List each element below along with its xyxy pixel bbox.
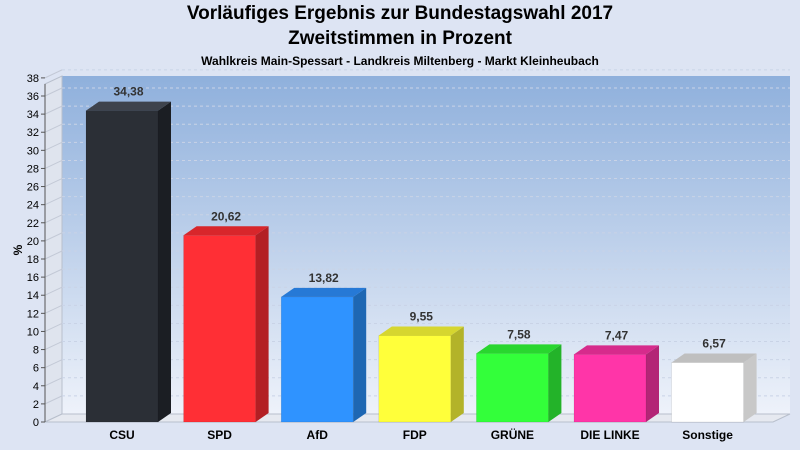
- bar-top: [86, 101, 171, 111]
- chart-location: Wahlkreis Main-Spessart - Landkreis Milt…: [201, 54, 599, 68]
- bar: [671, 353, 757, 423]
- data-label: 9,55: [410, 310, 434, 324]
- y-tick-label: 26: [27, 182, 39, 194]
- bar-top: [378, 326, 464, 336]
- y-tick-label: 32: [27, 127, 39, 139]
- y-tick-label: 2: [33, 399, 39, 411]
- y-axis-label: %: [11, 244, 25, 255]
- bar-top: [476, 344, 562, 354]
- bar-front: [183, 235, 256, 423]
- bar-side: [743, 353, 757, 422]
- y-tick-label: 4: [33, 381, 39, 393]
- bar: [280, 287, 367, 423]
- gridline-wall: [44, 341, 63, 351]
- bar-side: [353, 287, 367, 422]
- bar-side: [158, 101, 171, 423]
- y-tick-label: 6: [33, 363, 39, 375]
- chart-title: Vorläufiges Ergebnis zur Bundestagswahl …: [186, 3, 614, 24]
- gridline-wall: [44, 159, 63, 169]
- data-label: 7,58: [507, 327, 531, 341]
- y-tick-label: 16: [27, 272, 39, 284]
- gridline-wall: [44, 359, 63, 369]
- y-tick-label: 10: [27, 326, 39, 338]
- x-tick-label: DIE LINKE: [580, 428, 639, 442]
- bar: [85, 101, 171, 423]
- bar: [573, 345, 659, 423]
- y-tick-label: 18: [27, 254, 39, 266]
- y-tick-label: 8: [33, 345, 39, 357]
- bar-side: [548, 344, 562, 422]
- bar-side: [646, 345, 659, 422]
- bar-front: [378, 335, 452, 423]
- y-tick-label: 22: [27, 218, 39, 230]
- y-tick-label: 14: [27, 290, 39, 302]
- gridline-wall: [44, 141, 63, 151]
- bar-front: [671, 362, 744, 423]
- y-tick-label: 12: [27, 308, 39, 320]
- y-tick-label: 24: [27, 200, 39, 212]
- y-tick-label: 34: [27, 109, 39, 121]
- bar-top: [574, 345, 659, 355]
- x-tick-label: CSU: [109, 428, 134, 442]
- bar-front: [280, 296, 354, 423]
- bar: [378, 326, 464, 423]
- data-label: 34,38: [113, 85, 143, 99]
- y-tick-label: 30: [27, 145, 39, 157]
- chart-subtitle: Zweitstimmen in Prozent: [288, 28, 512, 49]
- gridline-wall: [44, 178, 63, 188]
- data-label: 13,82: [309, 271, 339, 285]
- gridline-wall: [44, 87, 63, 97]
- bar-top: [281, 287, 367, 297]
- y-tick-label: 38: [27, 73, 39, 85]
- data-label: 7,47: [605, 328, 629, 342]
- bar-side: [255, 226, 269, 422]
- data-label: 6,57: [702, 337, 726, 351]
- gridline-wall: [44, 286, 63, 296]
- gridline-wall: [44, 69, 63, 79]
- bar-top: [671, 353, 757, 363]
- gridline-wall: [44, 250, 63, 260]
- x-tick-label: GRÜNE: [491, 427, 534, 442]
- x-tick-label: SPD: [207, 428, 232, 442]
- gridline-wall: [44, 123, 63, 133]
- x-tick-label: AfD: [307, 428, 329, 442]
- gridline-wall: [44, 268, 63, 278]
- bar: [183, 226, 269, 423]
- data-label: 20,62: [211, 209, 241, 223]
- y-tick-label: 36: [27, 91, 39, 103]
- y-tick-label: 20: [27, 236, 39, 248]
- bar-front: [85, 110, 159, 423]
- gridline-wall: [44, 105, 63, 115]
- gridline-wall: [44, 196, 63, 206]
- x-tick-label: FDP: [403, 428, 427, 442]
- bar: [476, 344, 562, 423]
- gridline-wall: [44, 214, 63, 224]
- bar-front: [476, 353, 549, 423]
- x-tick-label: Sonstige: [682, 428, 733, 442]
- y-tick-label: 0: [33, 417, 39, 429]
- gridline-wall: [44, 232, 63, 242]
- gridline-wall: [44, 304, 63, 314]
- gridline-wall: [44, 395, 63, 405]
- bar-front: [573, 354, 647, 423]
- bar-top: [183, 226, 269, 236]
- bar-side: [450, 326, 464, 422]
- y-tick-label: 28: [27, 163, 39, 175]
- gridline-wall: [44, 377, 63, 387]
- gridline-wall: [44, 322, 63, 332]
